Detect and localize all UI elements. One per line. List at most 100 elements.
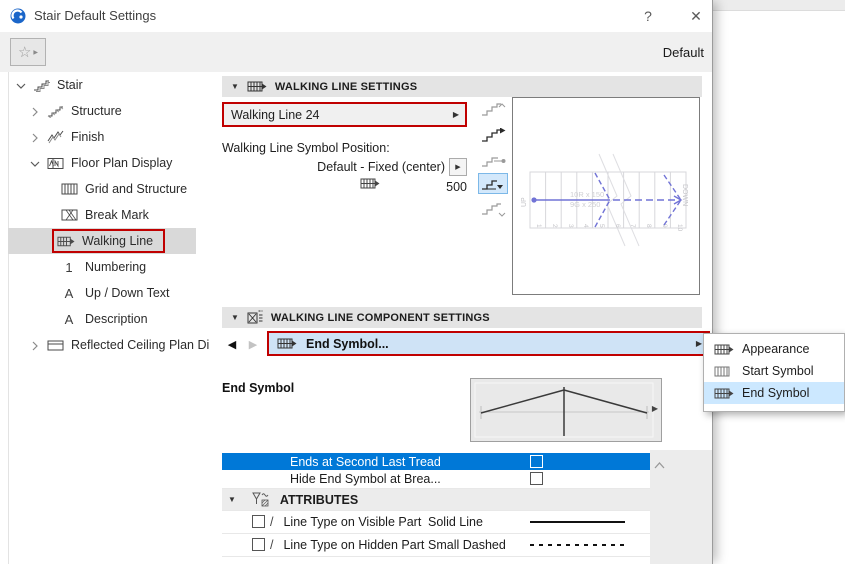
menu-item-start-symbol[interactable]: Start Symbol xyxy=(704,360,844,382)
structure-icon xyxy=(46,103,64,119)
component-popup-menu: Appearance Start Symbol End Symbol xyxy=(703,333,845,412)
tree-item-label: Description xyxy=(85,312,148,326)
svg-text:9: 9 xyxy=(661,224,668,228)
slash-icon: / xyxy=(270,515,274,529)
star-icon: ☆ xyxy=(17,43,32,61)
numbering-icon: 1 xyxy=(65,259,73,275)
component-selector[interactable]: End Symbol... ▶ xyxy=(267,331,710,356)
slash-icon: / xyxy=(270,538,274,552)
svg-text:9G x 250: 9G x 250 xyxy=(570,200,600,209)
tree-item-reflected-ceiling-plan[interactable]: Reflected Ceiling Plan Di xyxy=(8,332,209,358)
chevron-right-icon[interactable] xyxy=(30,132,40,143)
background-window-strip xyxy=(713,0,845,11)
tree-item-label: Finish xyxy=(71,130,105,144)
archicad-logo-icon xyxy=(10,8,26,29)
close-button[interactable]: ✕ xyxy=(690,8,702,24)
table-row-line-type-visible[interactable]: / Line Type on Visible Part Solid Line xyxy=(222,510,651,534)
scroll-up-icon[interactable] xyxy=(653,457,666,475)
previous-component-button[interactable]: ◀ xyxy=(222,333,242,355)
caret-right-icon: ▶ xyxy=(248,338,258,351)
menu-item-label: End Symbol xyxy=(742,386,810,400)
row-label: Line Type on Hidden Part xyxy=(283,538,425,552)
line-style-up-chevron-button[interactable] xyxy=(478,99,508,120)
next-component-button[interactable]: ▶ xyxy=(243,333,263,355)
tree-item-numbering[interactable]: 1 Numbering xyxy=(8,254,196,280)
menu-item-appearance[interactable]: Appearance xyxy=(704,338,844,360)
stair-icon xyxy=(32,77,50,93)
walking-line-settings-header[interactable]: ▼ WALKING LINE SETTINGS xyxy=(222,76,702,97)
symbol-position-value[interactable]: Default - Fixed (center) xyxy=(317,160,445,174)
favorites-button[interactable]: ☆ ▶ xyxy=(10,38,46,66)
walking-line-icon xyxy=(714,387,734,400)
tree-item-structure[interactable]: Structure xyxy=(8,98,196,124)
svg-text:10R x 150: 10R x 150 xyxy=(570,190,604,199)
default-label: Default xyxy=(662,45,704,60)
line-style-down-chevron-button[interactable] xyxy=(478,199,508,220)
row-label: ATTRIBUTES xyxy=(279,492,359,507)
help-button[interactable]: ? xyxy=(644,8,652,24)
end-symbol-section-label: End Symbol xyxy=(222,381,295,395)
offset-value-field[interactable]: 500 xyxy=(446,180,467,194)
menu-item-end-symbol[interactable]: End Symbol xyxy=(704,382,844,404)
stair-plan-drawing: 10R x 150 9G x 250 UP DOWN 1 2 3 4 5 6 7… xyxy=(521,153,688,247)
chevron-right-icon[interactable] xyxy=(30,106,40,117)
tree-item-walking-line[interactable]: Walking Line xyxy=(8,228,196,254)
row-value[interactable]: Solid Line xyxy=(428,515,483,529)
chevron-right-icon[interactable] xyxy=(30,340,40,351)
menu-item-label: Appearance xyxy=(742,342,810,356)
walking-line-type-selector[interactable]: Walking Line 24 ▶ xyxy=(222,102,467,127)
floor-plan-display-icon xyxy=(46,155,64,171)
table-row-line-type-hidden[interactable]: / Line Type on Hidden Part Small Dashed xyxy=(222,534,651,557)
tutorial-highlight-box: Walking Line xyxy=(52,229,166,253)
attributes-icon xyxy=(252,492,270,507)
table-row-attributes-header[interactable]: ▼ ATTRIBUTES xyxy=(222,489,651,510)
caret-right-icon: ▶ xyxy=(452,110,459,119)
tree-item-label: Numbering xyxy=(85,260,147,274)
menu-item-label: Start Symbol xyxy=(742,364,814,378)
caret-right-icon: ▶ xyxy=(33,49,39,56)
collapse-arrow-icon[interactable]: ▼ xyxy=(231,313,239,322)
line-style-arrow-button[interactable] xyxy=(478,125,508,146)
svg-text:10: 10 xyxy=(676,224,683,232)
checkbox[interactable] xyxy=(530,472,543,485)
caret-left-icon: ◀ xyxy=(227,338,237,351)
row-value[interactable]: Small Dashed xyxy=(428,538,506,552)
end-symbol-drawing xyxy=(474,382,654,438)
position-flyout-button[interactable]: ▶ xyxy=(449,158,467,176)
tree-item-stair[interactable]: Stair xyxy=(8,72,196,98)
walking-line-type-value: Walking Line 24 xyxy=(231,107,320,122)
line-style-selected-button[interactable] xyxy=(478,173,508,194)
walking-line-icon xyxy=(277,337,297,350)
row-label: Hide End Symbol at Brea... xyxy=(290,472,441,486)
tree-item-description[interactable]: A Description xyxy=(8,306,196,332)
component-settings-icon xyxy=(247,310,263,325)
collapse-arrow-icon[interactable]: ▼ xyxy=(231,82,239,91)
tree-item-break-mark[interactable]: Break Mark xyxy=(8,202,196,228)
table-scrollbar[interactable] xyxy=(650,450,712,564)
row-label: Line Type on Visible Part xyxy=(283,515,422,529)
table-row-ends-at-second-last-tread[interactable]: Ends at Second Last Tread xyxy=(222,453,651,470)
chevron-down-icon[interactable] xyxy=(30,158,40,168)
component-settings-header[interactable]: ▼ WALKING LINE COMPONENT SETTINGS xyxy=(222,307,702,328)
tree-item-finish[interactable]: Finish xyxy=(8,124,196,150)
collapse-arrow-icon[interactable]: ▼ xyxy=(228,495,236,504)
tree-left-border xyxy=(8,72,9,564)
checkbox[interactable] xyxy=(252,515,265,528)
dashed-line-sample xyxy=(530,544,625,546)
svg-text:3: 3 xyxy=(567,224,574,228)
svg-text:UP: UP xyxy=(521,197,528,207)
chevron-down-icon[interactable] xyxy=(16,80,26,90)
checkbox[interactable] xyxy=(530,455,543,468)
line-style-dot-button[interactable] xyxy=(478,150,508,171)
table-row-hide-end-symbol[interactable]: Hide End Symbol at Brea... xyxy=(222,470,651,489)
end-symbol-flyout-button[interactable]: ▶ xyxy=(651,404,658,413)
tree-item-up-down-text[interactable]: A Up / Down Text xyxy=(8,280,196,306)
tree-item-grid-and-structure[interactable]: Grid and Structure xyxy=(8,176,196,202)
svg-text:2: 2 xyxy=(551,224,558,228)
walking-line-icon xyxy=(247,80,267,93)
svg-text:DOWN: DOWN xyxy=(681,184,688,206)
checkbox[interactable] xyxy=(252,538,265,551)
walking-line-graphic xyxy=(531,172,683,228)
reflected-ceiling-plan-icon xyxy=(46,337,64,353)
tree-item-floor-plan-display[interactable]: Floor Plan Display xyxy=(8,150,196,176)
